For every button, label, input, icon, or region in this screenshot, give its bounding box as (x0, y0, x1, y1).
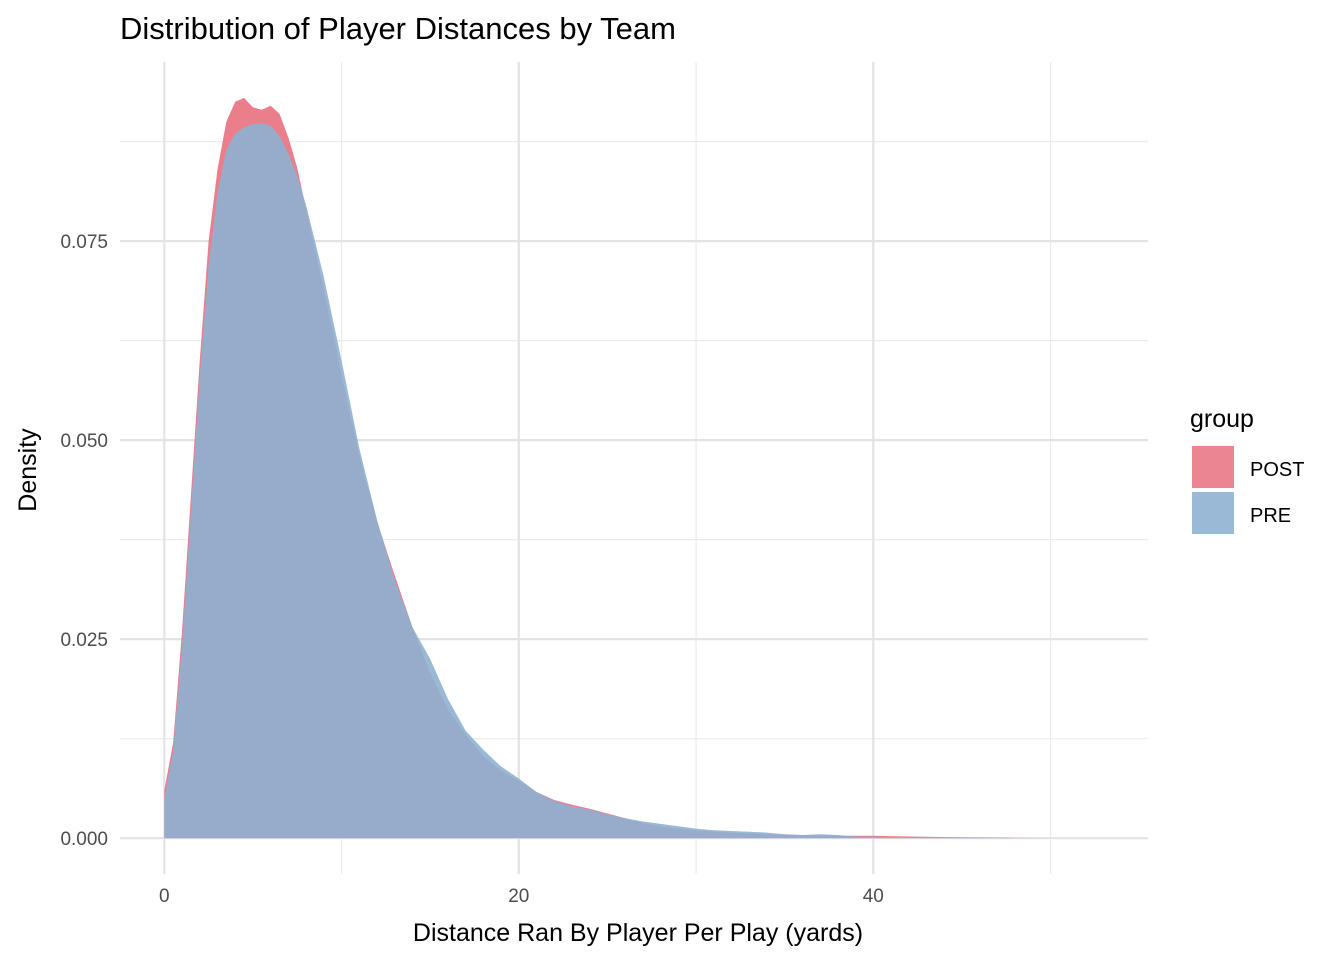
x-tick-label: 20 (508, 886, 529, 907)
y-axis-title: Density (14, 428, 42, 512)
legend: group POST PRE (1190, 405, 1304, 534)
x-axis-ticks: 0 20 40 (159, 886, 884, 907)
x-axis-title: Distance Ran By Player Per Play (yards) (413, 919, 863, 947)
density-area-pre (164, 123, 1104, 839)
y-tick-label: 0.025 (60, 630, 108, 651)
legend-title: group (1190, 405, 1254, 433)
legend-label-post: POST (1250, 459, 1304, 481)
x-tick-label: 0 (159, 886, 170, 907)
y-tick-label: 0.000 (60, 829, 108, 850)
density-areas (164, 97, 1104, 839)
chart-title: Distribution of Player Distances by Team (120, 11, 676, 46)
y-tick-label: 0.050 (60, 431, 108, 452)
legend-key-post (1192, 446, 1234, 488)
legend-label-pre: PRE (1250, 505, 1291, 527)
legend-key-pre (1192, 492, 1234, 534)
y-tick-label: 0.075 (60, 232, 108, 253)
x-tick-label: 40 (863, 886, 884, 907)
y-axis-ticks: 0.000 0.025 0.050 0.075 (60, 232, 108, 850)
